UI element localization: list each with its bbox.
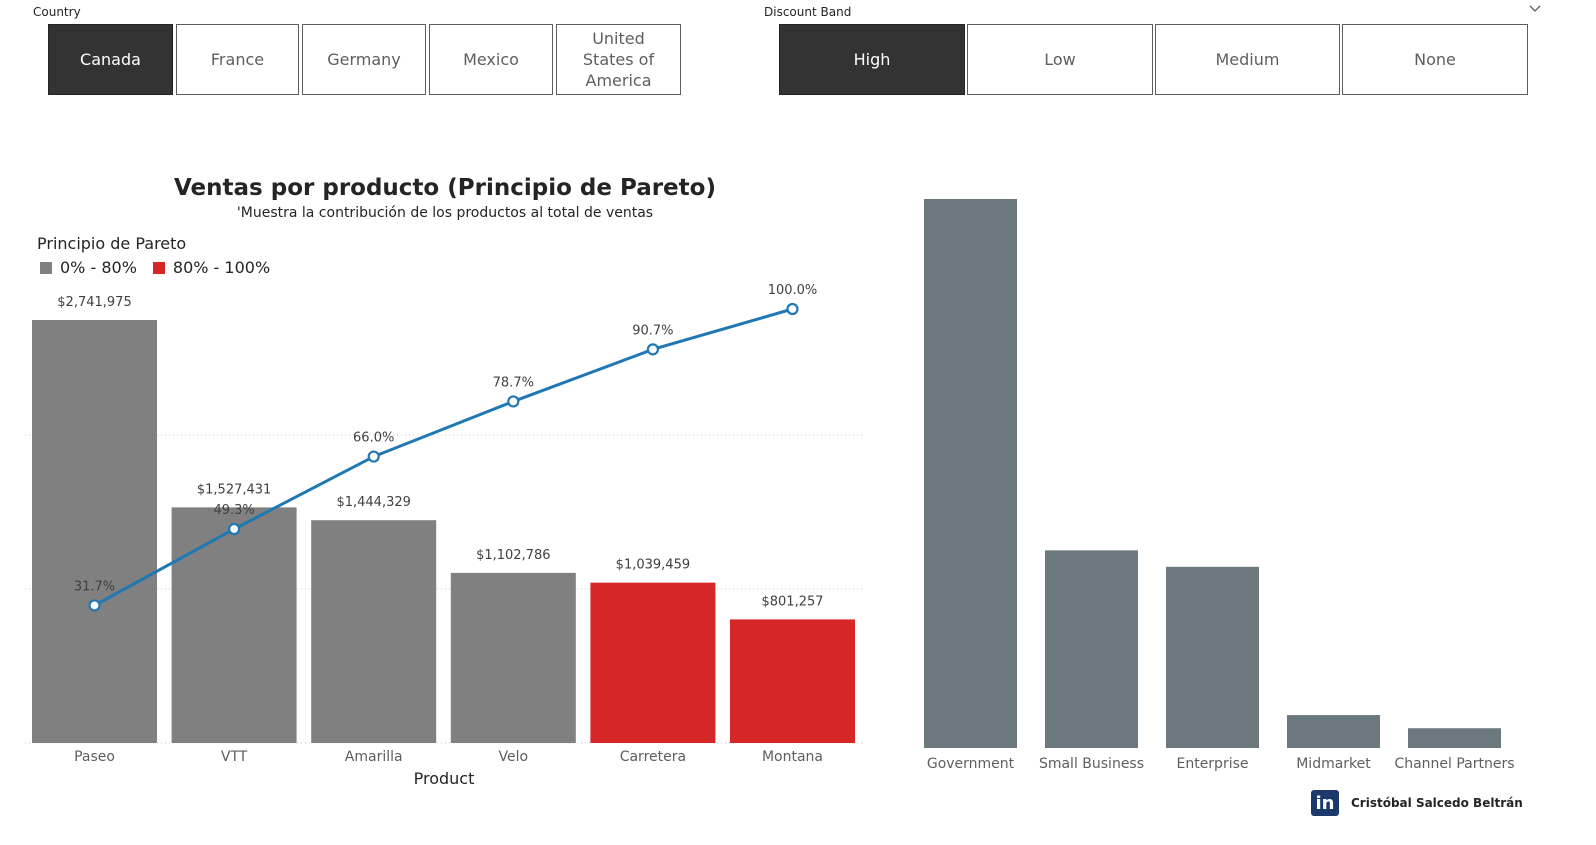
country-tile-canada[interactable]: Canada [48,24,173,95]
cumulative-label: 90.7% [632,323,673,338]
cumulative-line [93,307,793,607]
x-tick-label: Amarilla [345,749,403,765]
country-tile-france[interactable]: France [176,24,299,95]
bar-value-label: $801,257 [761,594,823,609]
segment-tick-label: Midmarket [1296,756,1371,772]
linkedin-icon[interactable]: in [1311,790,1339,816]
country-tile-mexico[interactable]: Mexico [429,24,553,95]
segment-bar-government[interactable] [924,199,1017,748]
cumulative-label: 78.7% [493,375,534,390]
bar-value-label: $2,741,975 [57,295,131,310]
discount-band-slicer: High Low Medium None [779,24,1528,95]
segment-bar-midmarket[interactable] [1287,715,1380,748]
x-tick-label: Montana [762,749,823,765]
legend-item-80-100[interactable]: 80% - 100% [152,258,271,277]
legend-label-80-100: 80% - 100% [172,258,271,277]
discount-tile-medium[interactable]: Medium [1155,24,1340,95]
bar-vtt[interactable] [171,507,297,743]
cumulative-point[interactable] [88,599,101,612]
legend-swatch-80-100 [152,261,165,274]
bar-value-label: $1,444,329 [336,495,410,510]
segment-tick-label: Small Business [1039,756,1144,772]
cumulative-point[interactable] [646,343,660,356]
discount-tile-none[interactable]: None [1342,24,1528,95]
legend-label-0-80: 0% - 80% [60,258,137,277]
x-axis-title: Product [414,769,475,788]
author-credit: in Cristóbal Salcedo Beltrán [1311,790,1523,816]
country-tile-germany[interactable]: Germany [302,24,426,95]
bar-montana[interactable] [730,619,855,743]
bar-value-label: $1,527,431 [197,482,271,497]
bar-velo[interactable] [450,572,576,743]
bar-paseo[interactable] [32,320,157,743]
cumulative-point[interactable] [786,302,799,316]
bar-carretera[interactable] [590,582,716,743]
segment-tick-label: Enterprise [1176,756,1248,772]
x-tick-label: Paseo [74,749,115,765]
country-tile-united-states[interactable]: United States of America [556,24,681,95]
bar-value-label: $1,039,459 [616,558,690,573]
x-tick-label: Carretera [620,749,686,765]
discount-tile-high[interactable]: High [779,24,965,95]
pareto-chart-subtitle: 'Muestra la contribución de los producto… [236,205,654,221]
segment-tick-label: Government [927,756,1015,772]
country-slicer-title: Country [33,5,81,19]
cumulative-point[interactable] [507,395,520,408]
pareto-chart-title: Ventas por producto (Principio de Pareto… [174,175,716,201]
cumulative-label: 49.3% [213,503,254,518]
legend-item-0-80[interactable]: 0% - 80% [40,258,137,277]
chevron-down-icon[interactable] [1528,4,1542,14]
discount-band-slicer-title: Discount Band [764,5,852,19]
segment-bar-enterprise[interactable] [1166,566,1259,748]
legend-title: Principio de Pareto [37,234,187,253]
cumulative-label: 100.0% [768,283,818,298]
legend: 0% - 80% 80% - 100% [40,258,286,277]
segment-tick-label: Channel Partners [1394,756,1514,772]
author-name: Cristóbal Salcedo Beltrán [1351,796,1523,810]
discount-tile-low[interactable]: Low [967,24,1153,95]
cumulative-label: 66.0% [353,431,394,446]
segment-chart: Government Small Business Enterprise Midmar… [924,199,1515,772]
bar-amarilla[interactable] [311,520,437,743]
cumulative-label: 31.7% [74,579,115,594]
x-tick-label: Velo [499,749,529,765]
cumulative-point[interactable] [228,522,241,536]
legend-swatch-0-80 [40,261,52,274]
cumulative-point[interactable] [367,450,380,463]
pareto-chart: $2,741,975 Paseo $1,527,431 VTT $1,444,329 Am… [25,283,862,788]
x-tick-label: VTT [221,749,248,765]
segment-bar-small-business[interactable] [1045,550,1138,748]
segment-bar-channel-partners[interactable] [1408,728,1501,748]
bar-value-label: $1,102,786 [476,548,550,563]
country-slicer: Canada France Germany Mexico United Stat… [48,24,681,95]
